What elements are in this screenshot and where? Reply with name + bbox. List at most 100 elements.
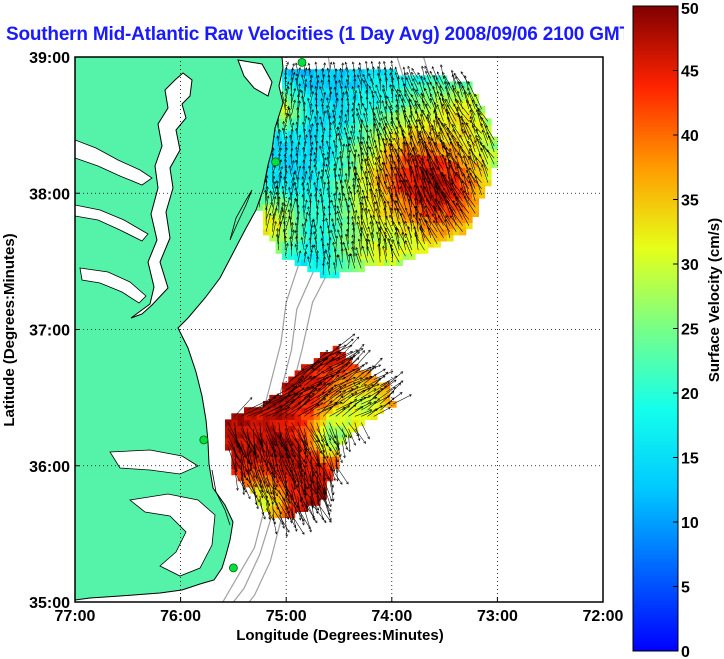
vector-head bbox=[238, 450, 241, 454]
velocity-vector bbox=[375, 84, 381, 97]
velocity-vector bbox=[468, 155, 482, 171]
velocity-vector bbox=[297, 367, 315, 386]
velocity-vector bbox=[456, 113, 470, 128]
velocity-vector bbox=[449, 215, 463, 232]
velocity-vector bbox=[291, 376, 316, 386]
vector-head bbox=[451, 84, 455, 88]
vector-head bbox=[373, 122, 377, 126]
vector-head bbox=[341, 185, 345, 189]
vector-head bbox=[407, 65, 411, 69]
velocity-cell bbox=[446, 142, 454, 150]
velocity-vector bbox=[373, 66, 375, 79]
velocity-cell bbox=[307, 75, 315, 83]
vector-head bbox=[475, 128, 479, 132]
vector-head bbox=[408, 132, 411, 136]
vector-head bbox=[357, 438, 361, 442]
velocity-cell bbox=[332, 155, 340, 162]
velocity-vector bbox=[278, 141, 282, 153]
vector-head bbox=[307, 165, 311, 169]
velocity-vector bbox=[265, 195, 269, 214]
vector-head bbox=[325, 443, 329, 447]
vector-head bbox=[354, 90, 358, 94]
velocity-vector bbox=[297, 211, 299, 226]
velocity-vector bbox=[272, 465, 276, 490]
velocity-vector bbox=[265, 471, 272, 495]
velocity-vector bbox=[291, 385, 315, 399]
velocity-cell bbox=[408, 161, 416, 168]
velocity-vector bbox=[350, 253, 356, 269]
velocity-cell bbox=[389, 247, 397, 254]
velocity-vector bbox=[291, 88, 296, 104]
velocity-vector bbox=[395, 232, 400, 251]
vector-head bbox=[474, 139, 477, 143]
x-tick-label: 72:00 bbox=[583, 608, 624, 625]
velocity-vector bbox=[397, 241, 406, 257]
velocity-cell bbox=[307, 93, 315, 101]
velocity-vector bbox=[373, 407, 391, 417]
vector-head bbox=[409, 126, 413, 130]
velocity-vector bbox=[424, 194, 438, 214]
velocity-vector bbox=[426, 116, 438, 134]
velocity-cell bbox=[294, 376, 302, 384]
velocity-cell bbox=[339, 198, 346, 205]
velocity-cell bbox=[427, 142, 435, 150]
vector-head bbox=[367, 226, 371, 230]
velocity-cell bbox=[326, 161, 334, 168]
velocity-cell bbox=[478, 149, 486, 156]
vector-head bbox=[434, 115, 438, 119]
velocity-cell bbox=[415, 93, 422, 101]
velocity-cell bbox=[237, 413, 245, 420]
vector-head bbox=[355, 246, 358, 250]
velocity-vector bbox=[240, 405, 265, 417]
velocity-cell bbox=[358, 394, 365, 402]
vector-head bbox=[291, 221, 294, 225]
velocity-vector bbox=[323, 369, 346, 380]
velocity-cell bbox=[434, 216, 441, 224]
velocity-vector bbox=[352, 108, 356, 122]
velocity-vector bbox=[419, 166, 432, 189]
velocity-cell bbox=[269, 216, 277, 224]
velocity-vector bbox=[335, 145, 337, 159]
velocity-vector bbox=[425, 214, 438, 232]
velocity-vector bbox=[469, 134, 476, 153]
vector-head bbox=[376, 156, 379, 160]
vector-head bbox=[322, 162, 326, 166]
vector-head bbox=[425, 220, 429, 224]
velocity-vector bbox=[444, 158, 451, 183]
vector-head bbox=[455, 76, 458, 80]
velocity-vector bbox=[341, 143, 345, 159]
vector-head bbox=[310, 141, 314, 145]
vector-head bbox=[292, 71, 296, 75]
velocity-cell bbox=[459, 87, 467, 95]
velocity-vector bbox=[253, 477, 264, 498]
velocity-vector bbox=[421, 66, 425, 79]
velocity-vector bbox=[321, 121, 324, 134]
velocity-vector bbox=[278, 385, 302, 399]
velocity-vector bbox=[380, 379, 397, 393]
vector-head bbox=[431, 150, 434, 154]
velocity-cell bbox=[351, 382, 359, 390]
vector-head bbox=[351, 102, 355, 106]
velocity-vector bbox=[367, 391, 380, 405]
velocity-cell bbox=[408, 234, 416, 242]
vector-head bbox=[445, 215, 448, 218]
velocity-cell bbox=[320, 118, 327, 125]
velocity-cell bbox=[415, 179, 422, 187]
vector-head bbox=[292, 182, 295, 186]
velocity-vector bbox=[319, 86, 324, 97]
delaware-bay bbox=[237, 59, 273, 97]
vector-head bbox=[429, 131, 432, 135]
velocity-cell bbox=[275, 247, 283, 254]
velocity-vector bbox=[297, 165, 301, 177]
velocity-vector bbox=[301, 96, 305, 110]
vector-head bbox=[395, 193, 398, 197]
vector-head bbox=[323, 181, 327, 185]
vector-head bbox=[344, 120, 348, 123]
vector-head bbox=[397, 146, 401, 150]
velocity-cell bbox=[364, 253, 372, 260]
velocity-cell bbox=[345, 259, 353, 266]
velocity-cell bbox=[294, 222, 302, 230]
velocity-vector bbox=[304, 370, 324, 386]
velocity-vector bbox=[329, 428, 336, 444]
velocity-cell bbox=[288, 222, 296, 230]
